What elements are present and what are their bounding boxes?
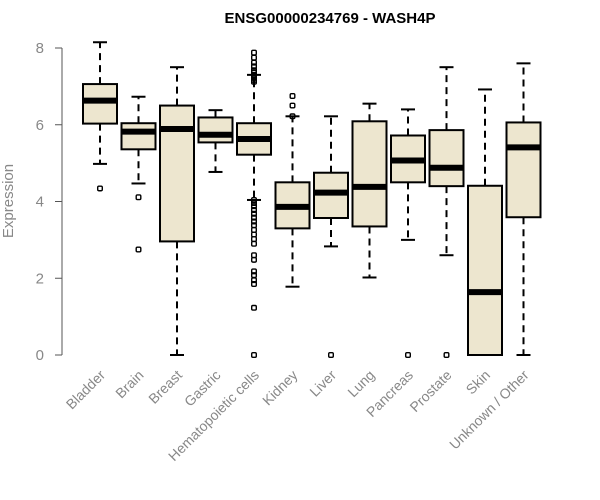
y-tick-label: 8 <box>36 40 44 57</box>
outlier-point <box>250 78 257 85</box>
x-tick-label: Lung <box>344 367 377 400</box>
outlier-point <box>135 194 142 201</box>
iqr-box <box>351 120 388 228</box>
outlier-point <box>250 281 257 288</box>
outlier-point <box>250 277 257 284</box>
outlier-point <box>250 352 257 359</box>
iqr-box <box>159 104 195 243</box>
outlier-point <box>250 59 257 66</box>
iqr-box <box>467 184 503 356</box>
box-unknown-other <box>505 62 542 356</box>
box-bladder <box>82 41 118 192</box>
x-tick-label: Breast <box>145 367 185 407</box>
outlier-point <box>443 352 450 359</box>
y-tick-label: 4 <box>36 194 44 211</box>
box-gastric <box>197 109 234 173</box>
iqr-box <box>197 116 234 144</box>
chart-title: ENSG00000234769 - WASH4P <box>225 10 436 27</box>
outlier-point <box>250 218 257 225</box>
outlier-point <box>289 113 296 120</box>
outlier-point <box>289 102 296 109</box>
y-tick-label: 0 <box>36 347 44 364</box>
outlier-point <box>135 246 142 253</box>
iqr-box <box>505 121 542 219</box>
box-liver <box>313 115 349 359</box>
y-axis: 0 2 4 6 8 <box>36 40 63 364</box>
outlier-point <box>250 54 257 61</box>
box-breast <box>159 66 195 356</box>
outlier-point <box>250 210 257 217</box>
box-brain <box>120 95 157 253</box>
box-hematopoietic-cells <box>236 49 272 359</box>
iqr-box <box>82 83 118 125</box>
outlier-point <box>250 272 257 279</box>
x-tick-label: Skin <box>463 367 494 398</box>
outlier-point <box>250 268 257 275</box>
outlier-point <box>405 352 412 359</box>
box-skin <box>467 88 503 356</box>
outlier-point <box>250 214 257 221</box>
outlier-point <box>289 92 296 99</box>
outlier-point <box>250 240 257 247</box>
y-tick-label: 2 <box>36 270 44 287</box>
y-axis-label: Expression <box>0 164 17 238</box>
outlier-point <box>250 203 257 210</box>
x-tick-label: Brain <box>112 367 146 401</box>
x-tick-label: Prostate <box>406 367 454 415</box>
outlier-point <box>328 352 335 359</box>
x-tick-label: Kidney <box>259 367 301 409</box>
outlier-point <box>250 63 257 70</box>
boxes <box>82 41 542 359</box>
outlier-point <box>250 196 257 203</box>
x-tick-label: Liver <box>306 367 339 400</box>
outlier-point <box>250 49 257 56</box>
outlier-point <box>250 206 257 213</box>
iqr-box <box>428 129 465 188</box>
outlier-point <box>250 304 257 311</box>
y-tick-label: 6 <box>36 117 44 134</box>
box-pancreas <box>390 108 426 359</box>
box-lung <box>351 102 388 279</box>
iqr-box <box>120 122 157 151</box>
box-prostate <box>428 66 465 359</box>
outlier-point <box>250 256 257 263</box>
outlier-point <box>96 185 103 192</box>
x-tick-label: Bladder <box>63 367 109 413</box>
box-kidney <box>274 92 311 288</box>
outlier-point <box>250 200 257 207</box>
